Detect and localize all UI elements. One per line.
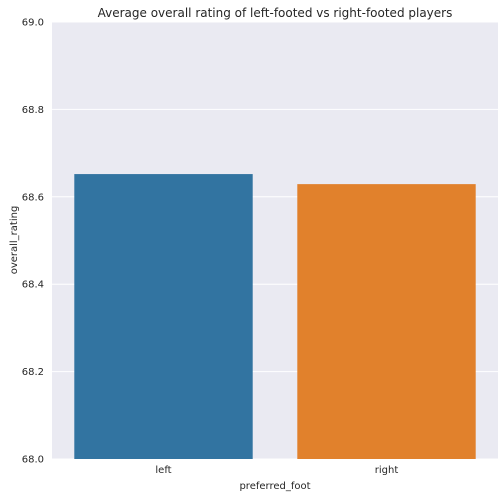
y-axis-label: overall_rating bbox=[9, 206, 20, 275]
bar-left bbox=[74, 174, 252, 459]
x-tick-label: right bbox=[375, 465, 399, 476]
y-tick-label: 69.0 bbox=[22, 18, 44, 29]
y-tick-label: 68.6 bbox=[22, 192, 44, 203]
y-tick-label: 68.8 bbox=[22, 105, 44, 116]
y-tick-label: 68.0 bbox=[22, 455, 44, 466]
y-tick-label: 68.4 bbox=[22, 280, 44, 291]
x-tick-label: left bbox=[155, 465, 171, 476]
chart-title: Average overall rating of left-footed vs… bbox=[98, 6, 453, 20]
y-tick-label: 68.2 bbox=[22, 367, 44, 378]
y-tick-labels: 68.0 68.2 68.4 68.6 68.8 69.0 bbox=[22, 18, 44, 466]
bar-right bbox=[297, 184, 475, 459]
x-axis-label: preferred_foot bbox=[239, 481, 310, 492]
x-tick-labels: left right bbox=[155, 465, 398, 476]
